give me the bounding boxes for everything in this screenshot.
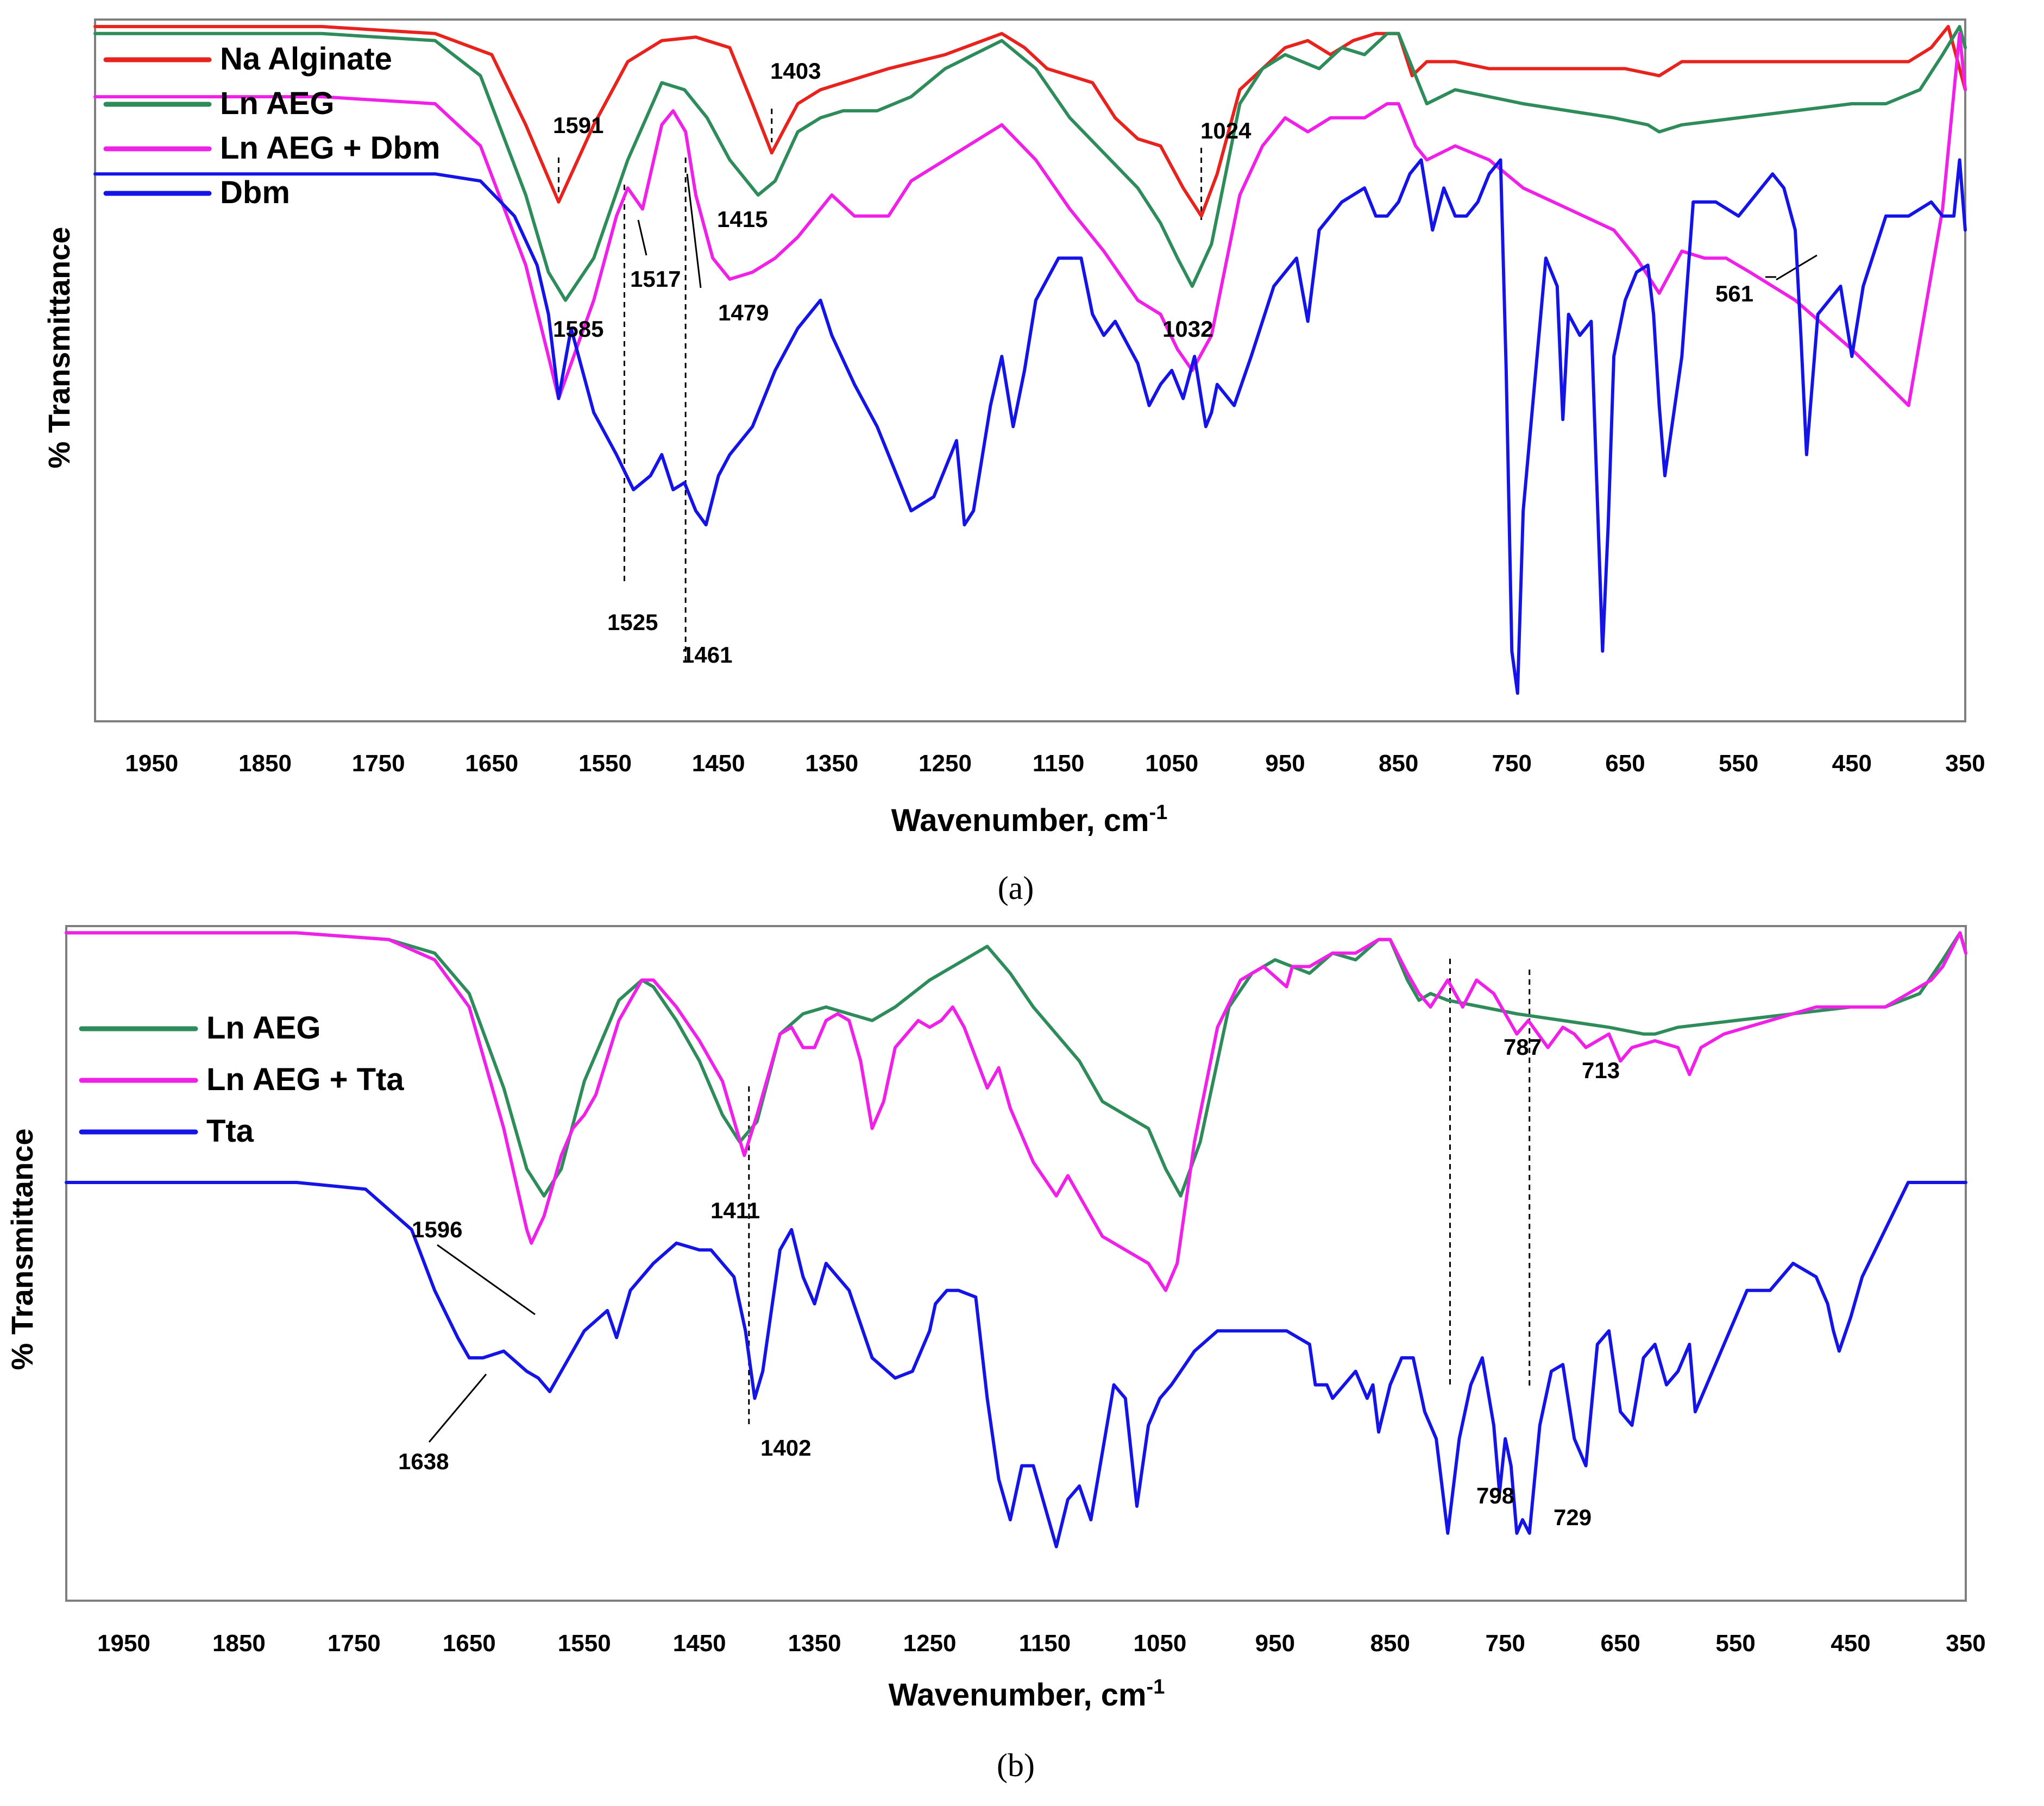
x-axis-title-b: Wavenumber, cm-1	[889, 1676, 1165, 1713]
legend-label: Dbm	[220, 175, 290, 210]
x-tick-label: 1750	[352, 750, 405, 777]
x-axis-ticks-a: 1950 1850 1750 1650 1550 1450 1350 1250 1150 1050…	[125, 750, 1985, 777]
x-axis-title-sup-a: -1	[1149, 801, 1168, 824]
x-tick-label: 850	[1379, 750, 1418, 777]
annotation-labels-b: 1596 1638 1411 1402 787 713 798 729	[398, 1034, 1620, 1530]
x-axis-title-text-b: Wavenumber, cm	[889, 1677, 1147, 1713]
annotation-label: 1517	[630, 266, 681, 292]
legend-label: Ln AEG	[220, 86, 335, 121]
caption-a: (a)	[998, 870, 1034, 906]
annotation-label: 1461	[682, 642, 732, 668]
plot-frame-b	[65, 925, 1967, 1602]
annotation-label: 1032	[1162, 316, 1213, 342]
annotation-markers-a	[557, 109, 1817, 663]
y-axis-title-b: % Transmittance	[5, 1128, 39, 1370]
annotation-label: 1591	[553, 112, 603, 138]
x-tick-label: 1450	[692, 750, 745, 777]
x-tick-label: 1950	[97, 1630, 150, 1657]
x-tick-label: 1550	[578, 750, 632, 777]
x-tick-label: 450	[1831, 1630, 1870, 1657]
x-tick-label: 450	[1832, 750, 1872, 777]
x-tick-label: 1850	[238, 750, 292, 777]
series-line-dbm	[93, 158, 1967, 695]
x-tick-label: 1050	[1133, 1630, 1186, 1657]
x-tick-label: 550	[1719, 750, 1758, 777]
annotation-label: 1525	[607, 609, 658, 635]
x-axis-title-text-a: Wavenumber, cm	[891, 803, 1149, 838]
x-tick-label: 650	[1600, 1630, 1640, 1657]
x-tick-label: 1950	[125, 750, 178, 777]
series-line-ln-aeg	[93, 24, 1967, 302]
x-tick-label: 1250	[903, 1630, 957, 1657]
x-tick-label: 350	[1945, 750, 1985, 777]
x-tick-label: 1150	[1019, 1630, 1071, 1657]
x-axis-ticks-b: 1950 1850 1750 1650 1550 1450 1350 1250 1150 1050…	[97, 1630, 1986, 1657]
x-tick-label: 1450	[673, 1630, 726, 1657]
x-tick-label: 950	[1255, 1630, 1295, 1657]
x-tick-label: 650	[1605, 750, 1645, 777]
y-axis-title-a: % Transmittance	[42, 226, 76, 468]
annotation-label: 1638	[398, 1449, 449, 1474]
x-tick-label: 1150	[1033, 750, 1084, 777]
annotation-label: 713	[1582, 1058, 1620, 1083]
series-group-a	[93, 24, 1967, 695]
legend-b: Ln AEG Ln AEG + Tta Tta	[79, 1010, 404, 1149]
caption-b: (b)	[997, 1747, 1035, 1783]
x-tick-label: 1650	[443, 1630, 496, 1657]
annotation-label: 798	[1476, 1483, 1514, 1508]
plot-frame-a	[94, 18, 1966, 722]
x-tick-label: 850	[1370, 1630, 1410, 1657]
series-line-tta	[65, 1181, 1967, 1549]
annotation-label: 1403	[770, 58, 821, 84]
legend-label: Tta	[206, 1113, 254, 1149]
x-tick-label: 1850	[212, 1630, 266, 1657]
annotation-leader	[428, 1374, 487, 1443]
x-tick-label: 350	[1946, 1630, 1985, 1657]
annotation-labels-a: 1591 1403 1024 1415 1517 1479 1585 1032 561 1525 1…	[553, 58, 1753, 668]
x-axis-title-sup-b: -1	[1147, 1676, 1165, 1698]
x-tick-label: 1650	[465, 750, 518, 777]
x-tick-label: 1350	[805, 750, 858, 777]
annotation-label: 1479	[718, 300, 769, 325]
annotation-label: 1411	[710, 1198, 760, 1223]
annotation-leader	[686, 173, 702, 288]
x-tick-label: 1050	[1145, 750, 1198, 777]
series-line-ln-aeg-tta	[65, 931, 1967, 1292]
annotation-label: 1585	[553, 316, 603, 342]
series-group-b	[65, 931, 1967, 1549]
annotation-markers-b	[428, 959, 1531, 1443]
annotation-label: 1596	[412, 1217, 462, 1242]
legend-a: Na Alginate Ln AEG Ln AEG + Dbm Dbm	[103, 41, 441, 210]
legend-label: Na Alginate	[220, 41, 392, 77]
x-tick-label: 750	[1492, 750, 1532, 777]
chart-panel-a: 1950 1850 1750 1650 1550 1450 1350 1250 1150 1050…	[42, 18, 1985, 906]
annotation-label: 787	[1504, 1034, 1542, 1060]
annotation-label: 561	[1715, 281, 1753, 306]
series-line-na-alginate	[93, 24, 1967, 218]
x-axis-title-a: Wavenumber, cm-1	[891, 801, 1168, 838]
x-tick-label: 550	[1715, 1630, 1755, 1657]
x-tick-label: 1250	[919, 750, 972, 777]
annotation-label: 729	[1554, 1505, 1592, 1530]
series-line-ln-aeg	[65, 931, 1967, 1198]
x-tick-label: 1550	[558, 1630, 611, 1657]
x-tick-label: 1750	[328, 1630, 381, 1657]
legend-label: Ln AEG + Dbm	[220, 130, 441, 166]
x-tick-label: 950	[1265, 750, 1305, 777]
annotation-leader	[437, 1244, 536, 1316]
chart-panel-b: 1950 1850 1750 1650 1550 1450 1350 1250 1150 1050…	[5, 925, 1986, 1783]
annotation-label: 1415	[717, 206, 768, 232]
annotation-label: 1402	[760, 1435, 811, 1461]
annotation-leader	[637, 219, 647, 256]
legend-label: Ln AEG + Tta	[206, 1062, 404, 1097]
legend-label: Ln AEG	[206, 1010, 321, 1046]
annotation-label: 1024	[1200, 118, 1251, 143]
series-line-ln-aeg-dbm	[93, 32, 1967, 407]
x-tick-label: 750	[1486, 1630, 1525, 1657]
x-tick-label: 1350	[788, 1630, 841, 1657]
